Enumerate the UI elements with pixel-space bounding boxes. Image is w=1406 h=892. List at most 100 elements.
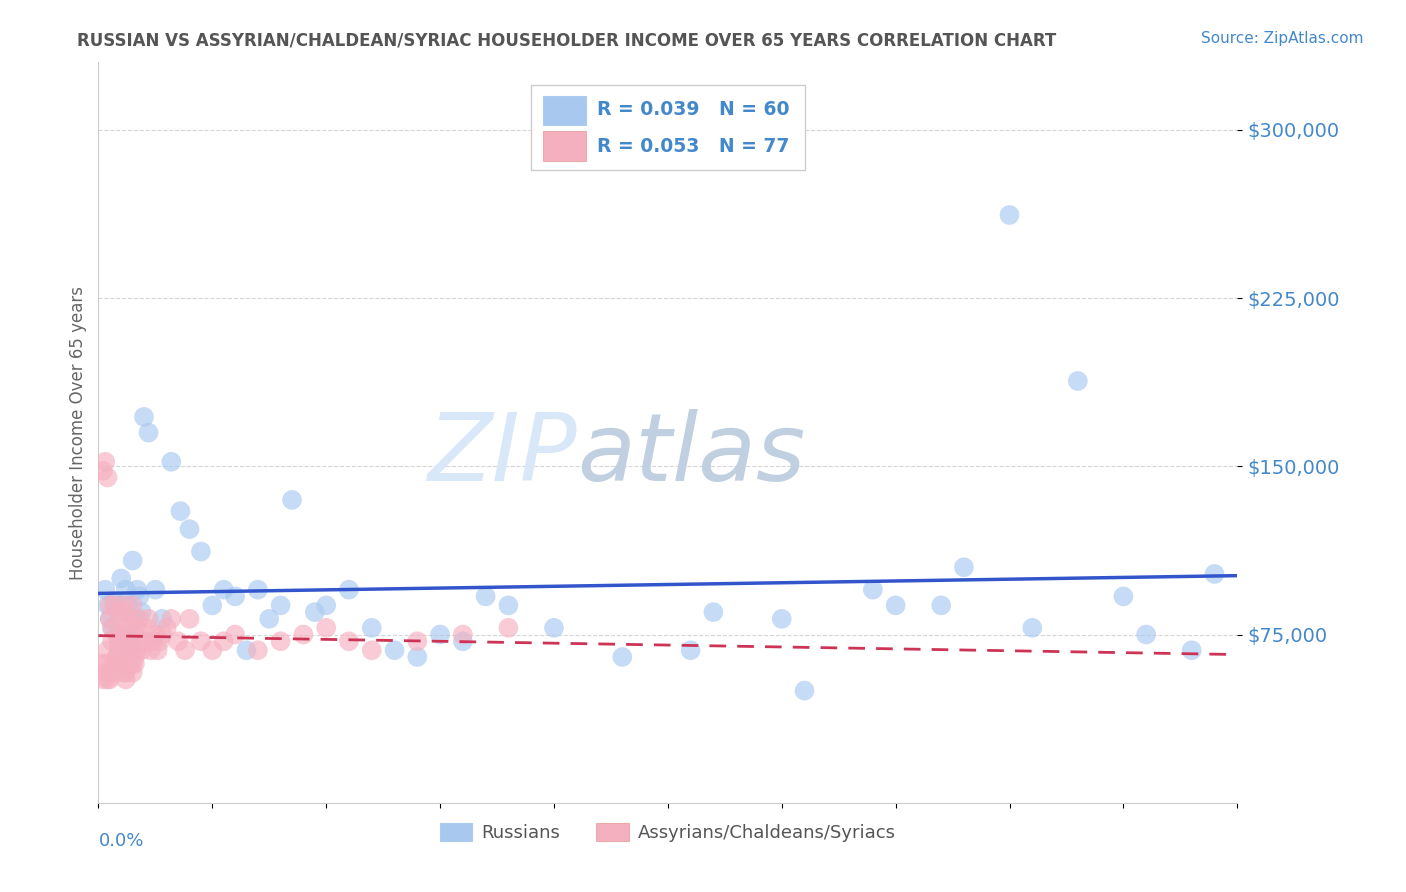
- Point: [96, 673, 118, 687]
- Point: [114, 605, 136, 619]
- Point: [498, 599, 520, 613]
- Text: atlas: atlas: [576, 409, 806, 500]
- Point: [96, 470, 118, 484]
- Point: [128, 590, 150, 604]
- Point: [114, 582, 136, 597]
- Point: [1067, 374, 1090, 388]
- Point: [117, 599, 139, 613]
- Point: [304, 605, 326, 619]
- Point: [124, 650, 146, 665]
- Point: [124, 612, 146, 626]
- Text: R = 0.053   N = 77: R = 0.053 N = 77: [598, 136, 790, 155]
- Point: [121, 553, 143, 567]
- Point: [91, 464, 114, 478]
- Point: [406, 634, 429, 648]
- Point: [117, 643, 139, 657]
- Text: Source: ZipAtlas.com: Source: ZipAtlas.com: [1201, 31, 1364, 46]
- Point: [498, 621, 520, 635]
- Point: [108, 634, 131, 648]
- Point: [121, 657, 143, 671]
- Point: [201, 599, 224, 613]
- Point: [131, 605, 153, 619]
- Point: [139, 643, 162, 657]
- Point: [105, 650, 128, 665]
- Point: [1181, 643, 1204, 657]
- Point: [132, 634, 155, 648]
- Point: [429, 627, 451, 641]
- Point: [315, 621, 337, 635]
- Point: [337, 634, 360, 648]
- Point: [120, 612, 142, 626]
- Point: [270, 599, 292, 613]
- Point: [1112, 590, 1135, 604]
- Point: [212, 582, 235, 597]
- Point: [167, 634, 190, 648]
- Point: [145, 582, 167, 597]
- Point: [360, 643, 382, 657]
- Point: [94, 657, 117, 671]
- Point: [201, 643, 224, 657]
- Point: [105, 599, 128, 613]
- Point: [101, 621, 124, 635]
- FancyBboxPatch shape: [543, 131, 586, 161]
- Point: [112, 627, 135, 641]
- Point: [112, 599, 135, 613]
- Point: [101, 621, 124, 635]
- Point: [142, 634, 165, 648]
- FancyBboxPatch shape: [543, 95, 586, 126]
- Point: [246, 582, 269, 597]
- Point: [793, 683, 815, 698]
- Text: 0.0%: 0.0%: [98, 832, 143, 850]
- Point: [101, 634, 124, 648]
- Point: [110, 657, 132, 671]
- Point: [179, 522, 201, 536]
- Point: [474, 590, 496, 604]
- Point: [1021, 621, 1043, 635]
- Point: [94, 455, 117, 469]
- Point: [953, 560, 976, 574]
- Point: [120, 627, 142, 641]
- Point: [121, 599, 143, 613]
- Point: [179, 612, 201, 626]
- Point: [101, 665, 124, 680]
- Point: [862, 582, 884, 597]
- Point: [679, 643, 702, 657]
- Point: [212, 634, 235, 648]
- Point: [124, 657, 146, 671]
- Point: [108, 605, 131, 619]
- Point: [94, 665, 117, 680]
- Point: [117, 657, 139, 671]
- Point: [127, 621, 149, 635]
- Point: [174, 643, 197, 657]
- Point: [96, 643, 118, 657]
- Point: [124, 627, 146, 641]
- Point: [121, 665, 143, 680]
- Point: [160, 612, 183, 626]
- Point: [160, 455, 183, 469]
- Point: [128, 634, 150, 648]
- Point: [451, 627, 474, 641]
- Y-axis label: Householder Income Over 65 years: Householder Income Over 65 years: [69, 285, 87, 580]
- Point: [103, 657, 125, 671]
- Point: [128, 612, 150, 626]
- Point: [98, 612, 121, 626]
- Text: R = 0.039   N = 60: R = 0.039 N = 60: [598, 100, 790, 119]
- Text: RUSSIAN VS ASSYRIAN/CHALDEAN/SYRIAC HOUSEHOLDER INCOME OVER 65 YEARS CORRELATION: RUSSIAN VS ASSYRIAN/CHALDEAN/SYRIAC HOUS…: [77, 31, 1056, 49]
- Point: [770, 612, 793, 626]
- Point: [150, 612, 173, 626]
- Point: [110, 571, 132, 585]
- Point: [612, 650, 634, 665]
- Point: [112, 665, 135, 680]
- Point: [543, 621, 565, 635]
- Point: [94, 582, 117, 597]
- Point: [150, 627, 173, 641]
- Point: [169, 504, 191, 518]
- Legend: Russians, Assyrians/Chaldeans/Syriacs: Russians, Assyrians/Chaldeans/Syriacs: [433, 815, 903, 849]
- Point: [105, 650, 128, 665]
- Point: [998, 208, 1021, 222]
- Point: [1204, 566, 1226, 581]
- Point: [127, 582, 149, 597]
- Point: [138, 425, 160, 440]
- Point: [315, 599, 337, 613]
- Point: [135, 621, 157, 635]
